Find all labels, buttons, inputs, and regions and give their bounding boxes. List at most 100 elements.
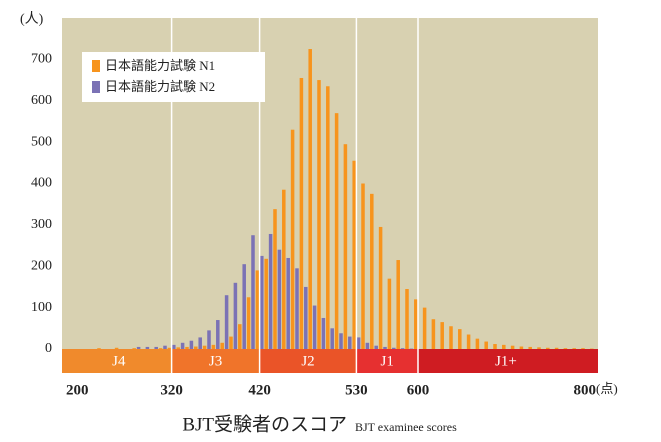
band-label: J3 <box>209 353 222 369</box>
y-tick-label: 200 <box>31 258 52 273</box>
bar <box>136 346 141 349</box>
bar <box>475 338 480 349</box>
bar <box>400 348 405 349</box>
legend-box <box>82 52 265 102</box>
y-tick-label: 0 <box>45 341 52 356</box>
score-band <box>356 349 418 373</box>
x-tick-label: 200 <box>66 382 89 398</box>
bar <box>163 345 167 349</box>
score-band <box>171 349 260 373</box>
bar <box>502 344 506 349</box>
bar <box>251 235 255 349</box>
bar <box>242 264 246 349</box>
bar <box>510 345 515 349</box>
bar <box>260 255 264 349</box>
bar <box>114 347 119 349</box>
bar <box>422 307 427 349</box>
bar <box>304 286 308 349</box>
bar <box>189 340 194 349</box>
bar <box>431 319 436 349</box>
bar <box>220 342 224 349</box>
x-unit: (点) <box>596 381 618 396</box>
bar <box>185 346 189 349</box>
bar <box>198 337 202 349</box>
bar <box>365 342 370 349</box>
bar <box>202 345 207 349</box>
bar <box>97 348 101 349</box>
bar <box>392 347 396 349</box>
band-label: J4 <box>112 353 126 369</box>
bar <box>268 233 273 349</box>
bar <box>216 320 220 349</box>
bar <box>295 268 299 349</box>
bar <box>308 49 312 349</box>
bar <box>194 346 198 349</box>
bar <box>167 347 172 349</box>
legend-swatch <box>92 60 100 72</box>
bar <box>378 226 383 349</box>
bar <box>563 348 568 349</box>
x-tick-label: 420 <box>248 382 271 398</box>
bar <box>286 257 290 349</box>
bar <box>546 347 550 349</box>
bar <box>290 129 295 349</box>
bar <box>330 328 334 349</box>
legend-label: 日本語能力試験 N1 <box>105 58 215 73</box>
bar <box>172 344 176 349</box>
y-tick-label: 100 <box>31 300 52 315</box>
bar <box>224 295 229 349</box>
bar <box>370 193 374 349</box>
y-tick-label: 600 <box>31 93 52 108</box>
score-band <box>62 349 172 373</box>
bar <box>493 344 497 349</box>
chart-subtitle: BJT examinee scores <box>355 420 457 434</box>
bar <box>414 299 418 349</box>
bar <box>321 317 326 349</box>
bar <box>158 348 163 349</box>
bar <box>405 289 409 349</box>
bar <box>211 344 216 349</box>
bar <box>449 326 453 349</box>
bar <box>581 348 585 349</box>
bar <box>273 209 277 349</box>
bar <box>537 347 541 349</box>
bar <box>264 258 268 349</box>
bar <box>317 80 321 349</box>
bar <box>387 278 392 349</box>
y-tick-label: 500 <box>31 134 52 149</box>
score-band <box>418 349 598 373</box>
bar <box>343 144 348 349</box>
bar <box>374 345 378 349</box>
legend-swatch <box>92 81 100 93</box>
bar <box>255 270 260 349</box>
bar <box>356 337 361 349</box>
bar <box>180 342 185 349</box>
bar <box>458 329 462 349</box>
bar <box>299 77 304 350</box>
band-label: J1 <box>381 353 394 369</box>
bar <box>361 183 365 349</box>
bar <box>334 113 339 349</box>
x-tick-label: 530 <box>345 382 368 398</box>
bar <box>572 348 576 349</box>
bar <box>339 333 343 349</box>
y-unit: (人) <box>20 11 44 27</box>
legend-label: 日本語能力試験 N2 <box>105 79 215 94</box>
bar <box>383 346 387 349</box>
bar <box>229 336 233 349</box>
bar <box>176 347 180 349</box>
bar <box>519 346 524 349</box>
score-band <box>259 349 357 373</box>
band-label: J2 <box>301 353 314 369</box>
bar <box>554 347 559 349</box>
y-tick-label: 300 <box>31 217 52 232</box>
bar <box>396 260 400 349</box>
bar <box>440 322 444 349</box>
band-label: J1+ <box>495 353 517 369</box>
bar <box>528 346 532 349</box>
bar <box>352 160 356 349</box>
bar <box>145 346 150 349</box>
x-tick-label: 600 <box>407 382 430 398</box>
x-tick-label: 320 <box>160 382 183 398</box>
